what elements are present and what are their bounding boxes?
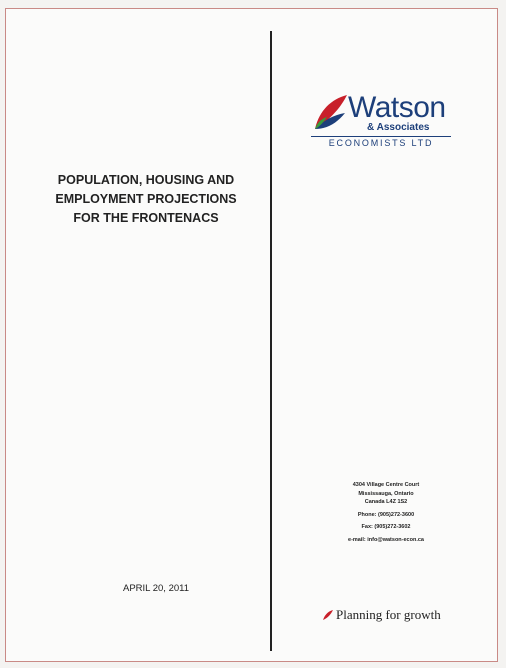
address-line: e-mail: info@watson-econ.ca xyxy=(348,536,424,543)
title-line: EMPLOYMENT PROJECTIONS xyxy=(55,192,237,206)
tagline-icon xyxy=(323,610,333,620)
address-line: Canada L4Z 1S2 xyxy=(364,499,408,505)
logo-name: Watson xyxy=(348,91,446,124)
divider xyxy=(270,31,272,651)
logo-line: ECONOMISTS LTD xyxy=(311,136,451,148)
title-line: FOR THE FRONTENACS xyxy=(73,211,219,225)
address-line: 4304 Village Centre Court xyxy=(352,482,420,488)
logo-icon xyxy=(315,95,347,129)
address-line: Phone: (905)272-3600 xyxy=(357,511,415,518)
title-line: POPULATION, HOUSING AND xyxy=(57,173,235,187)
logo-sub: & Associates xyxy=(367,122,430,133)
address-line: Fax: (905)272-3602 xyxy=(361,524,411,530)
tagline: Planning for growth xyxy=(336,607,441,622)
address-line: Mississauga, Ontario xyxy=(358,490,414,497)
date: APRIL 20, 2011 xyxy=(122,583,190,594)
title: POPULATION, HOUSING AND EMPLOYMENT PROJE… xyxy=(26,171,266,228)
cover-page: POPULATION, HOUSING AND EMPLOYMENT PROJE… xyxy=(5,8,498,662)
address: 4304 Village Centre Court Mississauga, O… xyxy=(306,481,466,544)
